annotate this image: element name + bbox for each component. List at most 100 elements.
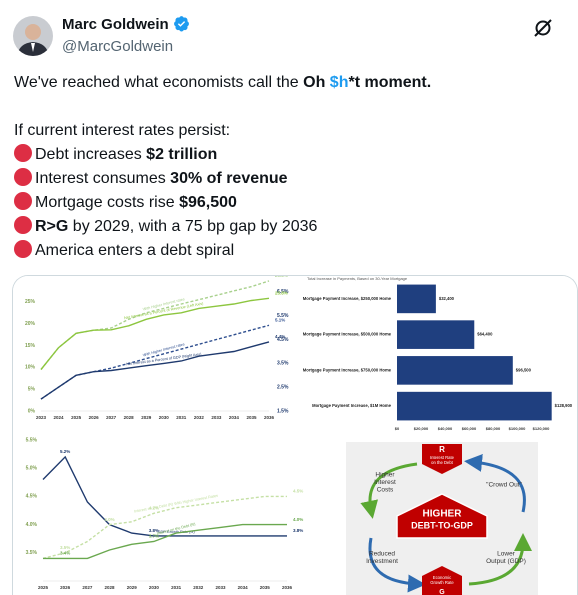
diagram-text: Interest xyxy=(374,479,396,486)
bar xyxy=(397,356,513,385)
category-label: Mortgage Payment Increase, $500,000 Home xyxy=(303,332,392,337)
data-label: 3.8% xyxy=(293,528,303,533)
text-run: Interest consumes xyxy=(35,170,171,187)
x-tick-label: 2023 xyxy=(36,415,47,420)
media-grid[interactable]: 0% 5% 10% 15% 20% 25% 1.5% 2.5% 3.5% 4.5% 5.5% 6.5%… xyxy=(12,275,578,595)
y-tick-label: 25% xyxy=(25,299,36,305)
category-label: Mortgage Payment Increase, $1M Home xyxy=(312,403,392,408)
data-label: $128,900 xyxy=(555,403,573,408)
avatar[interactable] xyxy=(13,16,53,56)
bullet-list: Debt increases $2 trillion Interest consu… xyxy=(14,143,564,263)
series-line xyxy=(42,495,287,560)
x-tick-label: 2033 xyxy=(215,585,226,590)
series-line xyxy=(40,341,270,400)
category-label: Mortgage Payment Increase, $750,000 Home xyxy=(303,367,392,372)
diagram-text: Investment xyxy=(366,558,398,565)
data-label: $96,500 xyxy=(516,367,532,372)
y2-tick-label: 2.5% xyxy=(277,385,289,391)
x-tick-label: 2033 xyxy=(211,415,222,420)
diagram-text: R xyxy=(439,445,445,454)
bar xyxy=(397,320,475,349)
text-run: R>G xyxy=(35,218,69,235)
red-circle-emoji xyxy=(14,144,32,162)
text-run: Oh xyxy=(303,74,330,91)
text-run: $96,500 xyxy=(179,194,237,211)
x-tick-label: $100,000 xyxy=(509,426,526,431)
diagram-text: G xyxy=(439,589,445,595)
image-panel xyxy=(13,440,296,595)
x-tick-label: 2029 xyxy=(127,585,138,590)
x-tick-label: 2030 xyxy=(159,415,170,420)
data-label: 4.5% xyxy=(293,489,303,494)
y2-tick-label: 3.5% xyxy=(277,361,289,367)
data-label: 25.8% xyxy=(275,291,288,296)
cashtag-link[interactable]: $h xyxy=(329,74,349,91)
text-run: America enters a debt spiral xyxy=(35,242,235,259)
grok-icon[interactable] xyxy=(532,17,554,39)
y2-tick-label: 4.5% xyxy=(277,337,289,343)
y2-tick-label: 5.5% xyxy=(277,313,289,319)
x-tick-label: $60,000 xyxy=(462,426,477,431)
display-name[interactable]: Marc Goldwein xyxy=(62,15,190,33)
data-label: 4.0% xyxy=(293,517,303,522)
x-tick-label: 2026 xyxy=(89,415,100,420)
diagram-text: "Crowd Out" xyxy=(486,482,522,489)
x-tick-label: 2028 xyxy=(124,415,135,420)
y-tick-label: 5% xyxy=(28,386,36,392)
x-tick-label: $20,000 xyxy=(414,426,429,431)
verified-badge xyxy=(173,16,189,32)
text-run: Debt increases xyxy=(35,146,147,163)
handle[interactable]: @MarcGoldwein xyxy=(62,38,174,55)
x-tick-label: 2025 xyxy=(71,415,82,420)
diagram-text: Reduced xyxy=(369,551,395,558)
badge-shape xyxy=(422,566,462,595)
x-tick-label: 2034 xyxy=(229,415,240,420)
red-circle-emoji xyxy=(14,192,32,210)
x-tick-label: 2032 xyxy=(193,585,204,590)
data-label: 4.2% xyxy=(149,506,159,511)
red-circle-emoji xyxy=(14,240,32,258)
x-tick-label: 2036 xyxy=(282,585,293,590)
text-run: We've reached what economists call the xyxy=(14,74,304,91)
x-tick-label: $40,000 xyxy=(438,426,453,431)
diagram-text: Interest Rate xyxy=(430,455,455,460)
bar xyxy=(397,391,552,421)
x-tick-label: 2031 xyxy=(176,415,187,420)
y-tick-label: 4.5% xyxy=(26,494,38,500)
y-tick-label: 5.5% xyxy=(26,437,38,443)
data-label: 29.8% xyxy=(275,276,288,278)
headline: We've reached what economists call the O… xyxy=(14,71,564,95)
red-circle-emoji xyxy=(14,168,32,186)
y-tick-label: 10% xyxy=(25,365,36,371)
x-tick-label: 2028 xyxy=(105,585,116,590)
y-tick-label: 5.0% xyxy=(26,466,38,472)
bullet: America enters a debt spiral xyxy=(14,239,564,263)
text-run: by 2029, with a 75 bp gap by 2036 xyxy=(68,218,318,235)
bullet: R>G by 2029, with a 75 bp gap by 2036 xyxy=(14,215,564,239)
bullet: Mortgage costs rise $96,500 xyxy=(14,191,564,215)
diagram-text: Costs xyxy=(377,487,394,494)
intro: If current interest rates persist: xyxy=(14,122,231,139)
x-tick-label: 2029 xyxy=(141,415,152,420)
x-tick-label: 2036 xyxy=(264,415,275,420)
y2-tick-label: 6.5% xyxy=(277,289,289,295)
diagram-text: HIGHER xyxy=(423,509,463,520)
bar xyxy=(397,284,436,314)
arrow xyxy=(360,462,418,519)
arrow xyxy=(464,453,526,513)
diagram-text: Economic xyxy=(433,575,451,580)
x-tick-label: 2027 xyxy=(82,585,93,590)
y-tick-label: 3.5% xyxy=(26,550,38,556)
data-label: 3.5% xyxy=(60,545,70,550)
y-tick-label: 20% xyxy=(25,321,36,327)
x-tick-label: 2030 xyxy=(149,585,160,590)
bullet: Debt increases $2 trillion xyxy=(14,143,564,167)
series-name: GDP Growth Rate (G) xyxy=(158,530,196,534)
x-tick-label: 2035 xyxy=(260,585,271,590)
badge-shape xyxy=(422,444,462,474)
series-line xyxy=(43,523,287,560)
name-text[interactable]: Marc Goldwein xyxy=(62,16,169,33)
data-label: $64,400 xyxy=(477,332,493,337)
x-tick-label: $0 xyxy=(395,426,400,431)
